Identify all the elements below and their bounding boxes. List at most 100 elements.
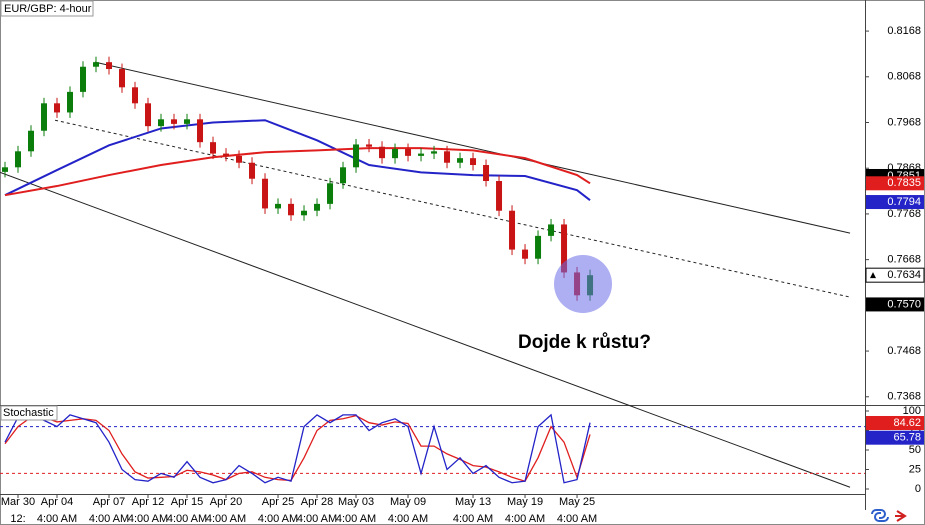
y-tick-label: 0.7368 (887, 391, 921, 403)
candle-body (392, 149, 399, 159)
candle-body (327, 183, 334, 204)
candle-body (483, 165, 490, 182)
candle-body (93, 62, 100, 67)
candle-body (496, 181, 503, 211)
stochastic-line (4, 414, 591, 482)
candle-body (210, 142, 217, 154)
candle-body (223, 153, 230, 156)
price-tag (865, 267, 925, 283)
y-tick-label: 0 (915, 483, 921, 495)
x-tick-label: May 03 (338, 496, 374, 508)
stoch-title-box (0, 405, 58, 421)
candle-body (522, 249, 529, 259)
candle-body (418, 153, 425, 156)
candle-body (470, 158, 477, 166)
time-label: 12: (10, 513, 25, 525)
price-tag-label: 0.7835 (887, 177, 921, 189)
candle-body (353, 144, 360, 168)
y-tick-label: 50 (909, 444, 921, 456)
time-label: 4:00 AM (128, 513, 168, 525)
candle-body (54, 103, 61, 113)
candle-body (262, 178, 269, 209)
candle-body (171, 119, 178, 124)
candle-body (444, 151, 451, 163)
link-icon[interactable] (871, 509, 889, 522)
candle-body (314, 203, 321, 211)
stoch-title: Stochastic (3, 407, 54, 419)
candle-body (2, 167, 9, 172)
moving-average (4, 147, 591, 197)
plot-layer (0, 56, 865, 488)
price-tag-label: 0.7634 (887, 269, 921, 281)
candle-body (288, 203, 295, 216)
candle-body (80, 66, 87, 92)
bottom-icons (871, 509, 907, 522)
y-tick-label: 0.7968 (887, 116, 921, 128)
candle-body (15, 151, 22, 168)
highlight-circle (554, 255, 612, 313)
candle-body (379, 146, 386, 159)
candle-body (249, 162, 256, 179)
y-tick-label: 100 (903, 405, 921, 417)
price-tag (866, 297, 924, 312)
x-tick-label: Apr 28 (301, 496, 333, 508)
y-tick-label: 0.7468 (887, 345, 921, 357)
candle-body (366, 144, 373, 147)
candle-body (340, 167, 347, 184)
x-tick-label: May 09 (390, 496, 426, 508)
share-icon[interactable] (895, 510, 907, 522)
time-label: 4:00 AM (89, 513, 129, 525)
x-tick-label: Apr 12 (132, 496, 164, 508)
y-tick-label: 0.7768 (887, 208, 921, 220)
stochastic-line (4, 413, 591, 484)
x-tick-label: May 13 (455, 496, 491, 508)
annotation: Dojde k růstu? (518, 332, 651, 353)
x-tick-label: Apr 25 (262, 496, 294, 508)
time-label: 4:00 AM (206, 513, 246, 525)
candle-body (67, 91, 74, 113)
time-label: 4:00 AM (37, 513, 77, 525)
candle-body (119, 69, 126, 88)
candle-body (405, 149, 412, 156)
time-label: 4:00 AM (258, 513, 298, 525)
time-label: 4:00 AM (388, 513, 428, 525)
x-tick-label: Apr 20 (210, 496, 242, 508)
moving-average (4, 119, 591, 202)
y-tick-label: 0.8168 (887, 25, 921, 37)
value-tag-label: 84.62 (893, 417, 921, 429)
value-tag-label: 65.78 (893, 432, 921, 444)
x-tick-label: May 25 (559, 496, 595, 508)
candle-body (106, 62, 113, 70)
time-label: 4:00 AM (557, 513, 597, 525)
time-label: 4:00 AM (505, 513, 545, 525)
candle-body (197, 119, 204, 143)
value-tag (866, 415, 924, 430)
title-box (0, 0, 94, 17)
candle-body (535, 235, 542, 259)
x-tick-label: Mar 30 (1, 496, 35, 508)
candle-body (145, 103, 152, 127)
price-tag-label: 0.7570 (887, 298, 921, 310)
y-tick-label: 0.7668 (887, 254, 921, 266)
candle-body (236, 155, 243, 163)
candle-body (41, 103, 48, 131)
candle-body (548, 224, 555, 236)
time-label: 4:00 AM (336, 513, 376, 525)
chart-title: EUR/GBP: 4-hour (4, 3, 92, 15)
candle-body (301, 210, 308, 216)
candle-body (509, 210, 516, 250)
candle-body (158, 119, 165, 127)
channel-line (94, 61, 851, 234)
time-label: 4:00 AM (167, 513, 207, 525)
price-tag (866, 195, 924, 210)
x-tick-label: Apr 07 (93, 496, 125, 508)
price-tag-label: 0.7794 (887, 196, 921, 208)
x-tick-label: Apr 15 (171, 496, 203, 508)
price-tag (866, 176, 924, 191)
y-tick-label: 0.8068 (887, 71, 921, 83)
candle-body (431, 151, 438, 154)
value-tag (866, 430, 924, 445)
time-label: 4:00 AM (453, 513, 493, 525)
